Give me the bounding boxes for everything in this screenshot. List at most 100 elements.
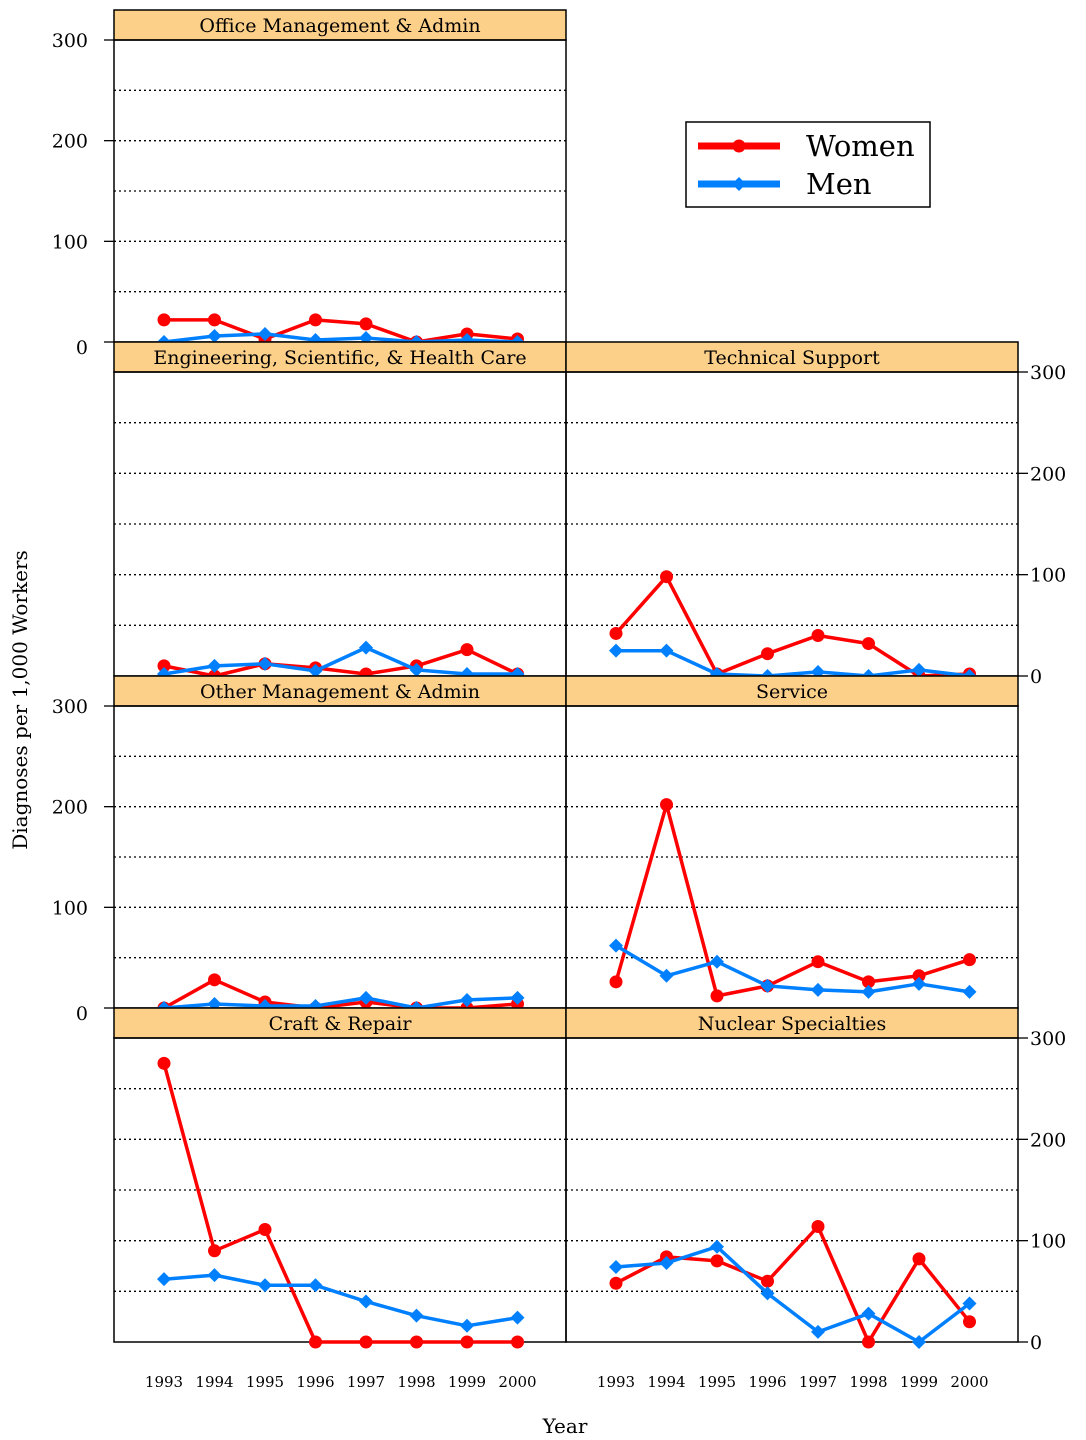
x-tick-label: 1997 xyxy=(347,1373,385,1391)
plot-area xyxy=(565,1037,1019,1343)
y-tick-label: 0 xyxy=(76,1003,88,1025)
panel-title: Service xyxy=(756,681,828,703)
data-point xyxy=(609,975,623,989)
data-point xyxy=(258,1223,272,1237)
legend-entry-men: Men xyxy=(698,167,872,201)
data-point xyxy=(258,1278,272,1293)
series-men xyxy=(609,938,977,999)
series-line xyxy=(615,1244,971,1344)
series-line xyxy=(162,1062,518,1344)
series-line xyxy=(615,1224,971,1344)
data-point xyxy=(710,989,724,1003)
data-point xyxy=(761,647,774,661)
panel-strip xyxy=(113,9,567,41)
data-point xyxy=(208,313,221,327)
x-tick-label: 1993 xyxy=(145,1373,183,1391)
legend-box xyxy=(685,121,931,208)
series-women xyxy=(157,1056,524,1349)
series-line xyxy=(163,996,518,1010)
data-point xyxy=(659,1255,674,1270)
y-tick-label: 200 xyxy=(52,131,88,153)
data-point xyxy=(157,1272,171,1287)
panel-title: Other Management & Admin xyxy=(200,681,480,703)
series-line xyxy=(163,1273,518,1328)
series-line xyxy=(615,944,970,994)
panel-title: Nuclear Specialties xyxy=(698,1013,887,1035)
data-point xyxy=(811,955,825,969)
data-point xyxy=(862,637,875,651)
data-point xyxy=(660,570,673,584)
series-line xyxy=(614,574,970,678)
data-point xyxy=(609,1260,623,1275)
x-tick-label: 1997 xyxy=(799,1373,837,1391)
x-tick-label: 1998 xyxy=(849,1373,887,1391)
data-point xyxy=(962,1296,977,1311)
y-tick-label: 0 xyxy=(1030,1332,1042,1354)
data-point xyxy=(258,326,272,341)
x-tick-label: 1994 xyxy=(647,1373,685,1391)
panel-strip xyxy=(565,1007,1019,1039)
y-tick-label: 100 xyxy=(52,897,88,919)
legend-label: Men xyxy=(806,167,872,201)
series-line xyxy=(163,645,518,676)
data-point xyxy=(912,976,926,991)
x-tick-label: 1995 xyxy=(246,1373,284,1391)
data-point xyxy=(609,1276,623,1290)
panel-technical-support: Technical Support 0 100 200 300 xyxy=(565,341,1066,688)
data-point xyxy=(963,953,976,967)
data-point xyxy=(659,643,674,658)
x-tick-label: 1998 xyxy=(397,1373,435,1391)
y-tick-label: 0 xyxy=(76,337,88,359)
data-point xyxy=(208,973,221,987)
data-point xyxy=(912,969,926,983)
panel-engineering-scientific-health-care: Engineering, Scientific, & Health Care xyxy=(113,341,567,683)
panel-other-management-admin: Other Management & Admin 0 100 200 300 xyxy=(52,675,567,1025)
data-point xyxy=(760,978,775,993)
series-men xyxy=(609,1239,977,1349)
y-tick-label: 100 xyxy=(1030,565,1066,587)
series-line xyxy=(164,318,518,344)
panel-title: Engineering, Scientific, & Health Care xyxy=(153,347,526,369)
data-point xyxy=(460,1318,474,1333)
data-point xyxy=(359,1294,373,1309)
y-tick-label: 300 xyxy=(1030,362,1066,384)
x-axis-title: Year xyxy=(542,1414,588,1438)
data-point xyxy=(609,938,623,953)
data-point xyxy=(308,1278,323,1293)
x-tick-label: 1996 xyxy=(296,1373,334,1391)
data-point xyxy=(962,984,977,999)
legend-label: Women xyxy=(806,129,915,163)
data-point xyxy=(811,982,825,997)
series-line xyxy=(616,648,970,678)
data-point xyxy=(157,1056,171,1070)
data-point xyxy=(862,1335,875,1349)
data-point xyxy=(912,1252,926,1266)
data-point xyxy=(510,1310,525,1325)
y-axis-title: Diagnoses per 1,000 Workers xyxy=(8,550,32,850)
x-tick-label: 1995 xyxy=(698,1373,736,1391)
series-men xyxy=(157,1268,525,1333)
y-tick-label: 200 xyxy=(52,797,88,819)
panel-strip xyxy=(113,675,567,707)
data-point xyxy=(309,1335,322,1349)
data-point xyxy=(761,1274,774,1288)
data-point xyxy=(811,1219,825,1233)
data-point xyxy=(410,1335,423,1349)
legend-marker xyxy=(732,177,746,191)
series-women xyxy=(609,1219,976,1349)
x-tick-label: 1996 xyxy=(748,1373,786,1391)
data-point xyxy=(207,1268,222,1283)
data-point xyxy=(207,328,222,343)
data-point xyxy=(157,313,171,327)
panel-title: Technical Support xyxy=(704,347,880,369)
data-point xyxy=(760,1286,775,1301)
data-point xyxy=(359,640,373,655)
series-line xyxy=(614,802,971,998)
data-point xyxy=(409,662,424,677)
data-point xyxy=(309,313,322,327)
panel-strip xyxy=(565,675,1019,707)
y-tick-label: 100 xyxy=(52,231,88,253)
data-point xyxy=(710,954,724,969)
data-point xyxy=(359,317,373,331)
